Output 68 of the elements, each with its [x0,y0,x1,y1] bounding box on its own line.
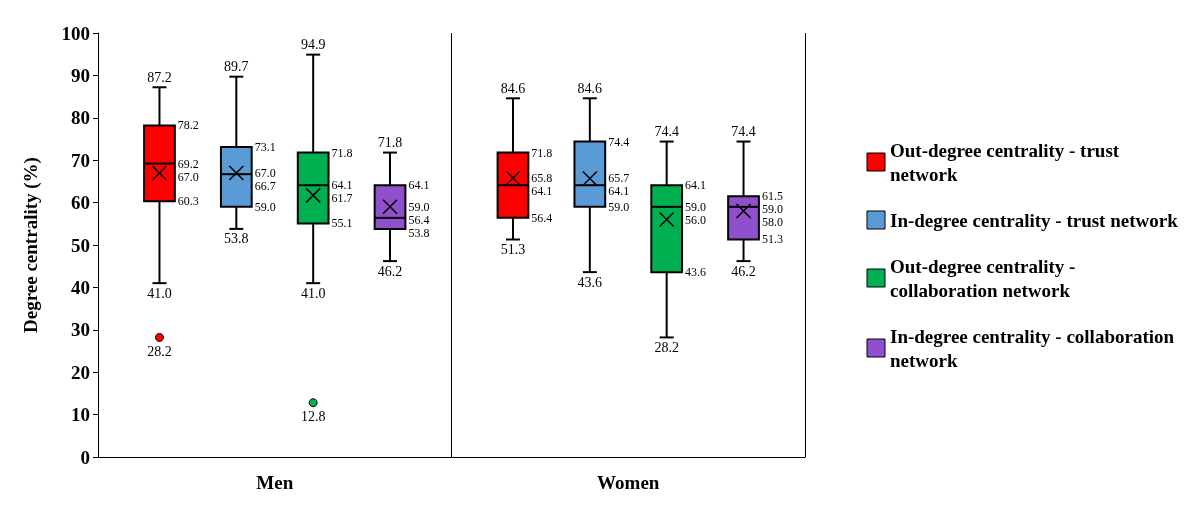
text: 28.2 [654,339,679,355]
text: 56.4 [408,212,430,227]
text: 94.9 [300,37,326,53]
text: 46.2 [377,263,403,279]
text: 64.1 [531,184,553,199]
text: 65.8 [531,171,553,186]
legend-label: Out-degree centrality - collaboration network [890,255,1081,301]
text: 84.6 [577,80,603,96]
text: 51.3 [500,241,526,257]
text: 59.0 [761,202,783,217]
y-tick-label: 20 [71,361,90,383]
text: 71.8 [531,145,553,160]
text: 43.6 [577,274,603,290]
y-tick-label: 100 [61,22,90,44]
text: 55.1 [331,216,353,231]
text: 61.5 [761,189,783,204]
y-tick-label: 90 [71,64,90,86]
text: 46.2 [731,263,756,279]
y-tick-label: 30 [71,319,90,341]
text: 59.0 [254,199,276,214]
y-tick-label: 60 [71,192,90,214]
text: 89.7 [224,59,249,75]
text: 67.0 [254,165,276,180]
text: 74.4 [608,134,630,149]
text: 56.0 [685,212,707,227]
y-tick-label: 0 [80,446,90,468]
text: 41.0 [147,285,172,301]
text: 12.8 [300,409,326,425]
text: 84.6 [500,80,526,96]
text: 60.3 [177,194,199,209]
text: 59.0 [685,199,707,214]
y-tick-label: 70 [71,149,90,171]
text: 64.1 [331,178,353,193]
text: 41.0 [300,285,326,301]
y-tick-label: 40 [71,276,90,298]
text: 74.4 [654,124,679,140]
text: 64.1 [408,178,430,193]
text: 58.0 [761,215,783,230]
text: 65.7 [608,171,630,186]
text: 69.2 [177,156,199,171]
text: 59.0 [608,199,630,214]
text: 51.3 [761,232,783,247]
text: 61.7 [331,191,353,206]
text: 71.8 [331,145,353,160]
legend-label: In-degree centrality - collaboration network [890,325,1179,371]
y-tick-label: 50 [71,234,90,256]
text: 71.8 [377,135,403,151]
y-tick-label: 80 [71,107,90,129]
text: 43.6 [685,265,707,280]
x-tick-label: Women [597,472,660,493]
text: 87.2 [147,69,172,85]
text: 74.4 [731,124,756,140]
y-tick-label: 10 [71,404,90,426]
text: 53.8 [224,231,249,247]
text: 78.2 [177,118,199,133]
legend-label: In-degree centrality - trust network [890,209,1179,231]
text: 64.1 [608,184,630,199]
text: 73.1 [254,140,276,155]
text: 66.7 [254,178,276,193]
text: 67.0 [177,169,199,184]
y-axis-title: Degree centrality (%) [20,157,42,333]
text: 64.1 [685,178,707,193]
text: 28.2 [147,343,172,359]
text: 56.4 [531,210,553,225]
text: 59.0 [408,199,430,214]
legend-label: Out-degree centrality - trust network [890,139,1124,185]
text: 53.8 [408,225,430,240]
x-tick-label: Men [256,472,294,493]
